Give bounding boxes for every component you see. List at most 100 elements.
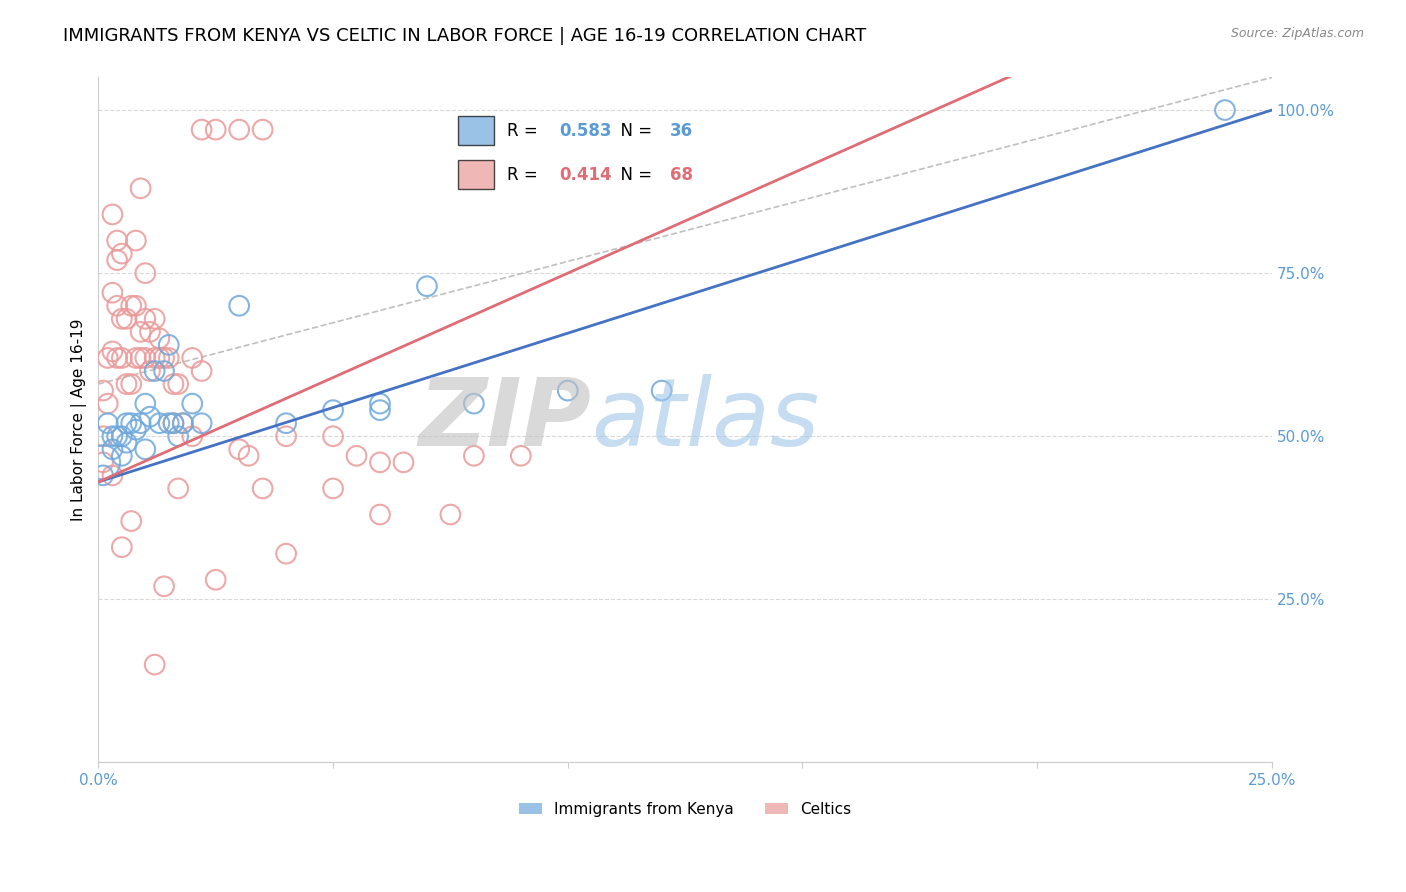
Point xyxy=(463,396,485,410)
Point xyxy=(105,234,128,248)
Point xyxy=(162,416,184,430)
Point xyxy=(439,508,461,522)
Point xyxy=(252,482,274,496)
Point xyxy=(111,429,134,443)
Point xyxy=(167,482,190,496)
Point xyxy=(97,416,120,430)
Text: atlas: atlas xyxy=(592,375,820,466)
Point xyxy=(143,311,166,326)
Point xyxy=(651,384,673,398)
Point xyxy=(172,416,194,430)
Point xyxy=(167,377,190,392)
Point xyxy=(392,455,415,469)
Point xyxy=(416,279,439,293)
Point xyxy=(129,416,152,430)
Point xyxy=(157,351,180,365)
Point xyxy=(111,540,134,554)
Point xyxy=(91,455,114,469)
Point xyxy=(557,384,579,398)
Point xyxy=(162,377,184,392)
Point xyxy=(115,311,138,326)
Point xyxy=(238,449,260,463)
Point xyxy=(134,266,156,280)
Text: IMMIGRANTS FROM KENYA VS CELTIC IN LABOR FORCE | AGE 16-19 CORRELATION CHART: IMMIGRANTS FROM KENYA VS CELTIC IN LABOR… xyxy=(63,27,866,45)
Point xyxy=(105,429,128,443)
Point xyxy=(167,429,190,443)
Point xyxy=(91,384,114,398)
Point xyxy=(91,429,114,443)
Point xyxy=(129,181,152,195)
Point xyxy=(105,351,128,365)
Point xyxy=(101,285,124,300)
Point xyxy=(181,396,204,410)
Legend: Immigrants from Kenya, Celtics: Immigrants from Kenya, Celtics xyxy=(513,796,858,823)
Point xyxy=(190,416,212,430)
Point xyxy=(101,429,124,443)
Point xyxy=(97,396,120,410)
Point xyxy=(162,416,184,430)
Point xyxy=(274,416,297,430)
Point xyxy=(115,377,138,392)
Point xyxy=(1213,103,1236,117)
Point xyxy=(368,403,391,417)
Point xyxy=(134,351,156,365)
Point xyxy=(190,122,212,136)
Point xyxy=(181,429,204,443)
Point xyxy=(274,429,297,443)
Point xyxy=(97,351,120,365)
Point xyxy=(134,396,156,410)
Point xyxy=(463,449,485,463)
Point xyxy=(322,429,344,443)
Point xyxy=(139,325,162,339)
Point xyxy=(322,403,344,417)
Text: Source: ZipAtlas.com: Source: ZipAtlas.com xyxy=(1230,27,1364,40)
Y-axis label: In Labor Force | Age 16-19: In Labor Force | Age 16-19 xyxy=(72,318,87,521)
Point xyxy=(148,331,170,345)
Point xyxy=(172,416,194,430)
Point xyxy=(252,122,274,136)
Point xyxy=(120,377,142,392)
Text: ZIP: ZIP xyxy=(419,374,592,466)
Point xyxy=(322,482,344,496)
Point xyxy=(101,207,124,221)
Point xyxy=(105,299,128,313)
Point xyxy=(181,351,204,365)
Point xyxy=(157,416,180,430)
Point xyxy=(111,351,134,365)
Point xyxy=(139,364,162,378)
Point xyxy=(190,364,212,378)
Point xyxy=(125,423,148,437)
Point xyxy=(125,234,148,248)
Point xyxy=(120,514,142,528)
Point xyxy=(368,396,391,410)
Point xyxy=(101,468,124,483)
Point xyxy=(101,442,124,457)
Point xyxy=(105,253,128,268)
Point xyxy=(125,299,148,313)
Point xyxy=(509,449,531,463)
Point xyxy=(228,122,250,136)
Point xyxy=(115,416,138,430)
Point xyxy=(139,409,162,424)
Point xyxy=(346,449,368,463)
Point xyxy=(143,351,166,365)
Point xyxy=(101,344,124,359)
Point xyxy=(368,508,391,522)
Point xyxy=(153,579,176,593)
Point xyxy=(228,442,250,457)
Point xyxy=(204,573,226,587)
Point xyxy=(134,311,156,326)
Point xyxy=(129,325,152,339)
Point xyxy=(115,435,138,450)
Point xyxy=(143,657,166,672)
Point xyxy=(91,468,114,483)
Point xyxy=(204,122,226,136)
Point xyxy=(111,311,134,326)
Point xyxy=(148,351,170,365)
Point xyxy=(120,299,142,313)
Point xyxy=(153,351,176,365)
Point xyxy=(134,442,156,457)
Point xyxy=(125,351,148,365)
Point xyxy=(111,449,134,463)
Point xyxy=(368,455,391,469)
